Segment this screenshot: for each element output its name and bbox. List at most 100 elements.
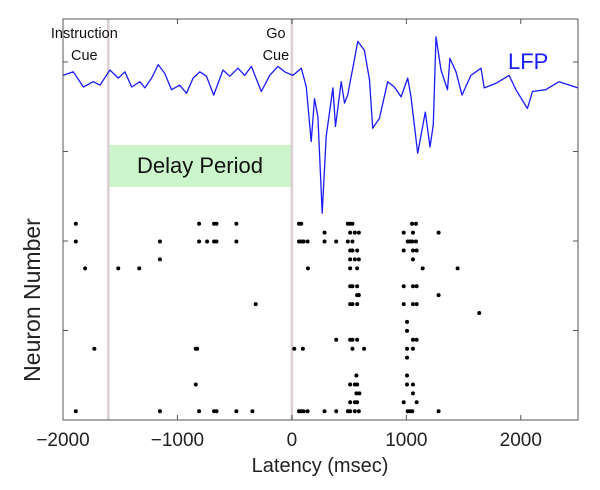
neuron-row-15 xyxy=(348,284,419,289)
spike xyxy=(401,230,406,235)
spike xyxy=(414,248,419,253)
event-label: Instruction xyxy=(51,26,118,42)
neuron-row-11 xyxy=(405,319,410,324)
spike xyxy=(157,409,162,414)
spike xyxy=(362,346,367,351)
spike xyxy=(405,373,410,378)
neuron-row-21 xyxy=(322,230,441,235)
spike xyxy=(350,337,355,342)
neuron-row-4 xyxy=(193,382,415,387)
x-axis-label: Latency (msec) xyxy=(252,455,389,477)
spike xyxy=(348,400,353,405)
spike xyxy=(405,319,410,324)
spike xyxy=(350,346,355,351)
spike xyxy=(301,409,306,414)
plot-frame xyxy=(62,18,579,421)
y-axis-label: Neuron Number xyxy=(19,218,45,382)
spike xyxy=(73,239,78,244)
spike xyxy=(334,239,339,244)
spike xyxy=(410,284,415,289)
spike xyxy=(354,373,359,378)
neuron-row-3 xyxy=(354,391,415,396)
spike xyxy=(300,346,305,351)
spike xyxy=(350,284,355,289)
spike xyxy=(352,257,357,262)
spike xyxy=(253,302,258,307)
lfp-trace xyxy=(62,36,579,214)
spike xyxy=(92,346,97,351)
spike xyxy=(414,302,419,307)
spike xyxy=(436,409,441,414)
spike xyxy=(410,382,415,387)
event-label: Cue xyxy=(263,48,290,64)
spike xyxy=(405,328,410,333)
spike xyxy=(401,248,406,253)
neuron-row-8 xyxy=(92,346,415,351)
spike xyxy=(350,221,355,226)
spike xyxy=(234,221,239,226)
spike xyxy=(305,266,310,271)
neuron-row-12 xyxy=(477,311,482,315)
spike xyxy=(195,346,200,351)
spike xyxy=(322,239,327,244)
spike xyxy=(350,248,355,253)
spike xyxy=(413,221,418,226)
neuron-row-22 xyxy=(73,221,418,226)
spike xyxy=(292,346,297,351)
spike xyxy=(205,239,210,244)
spike xyxy=(405,382,410,387)
spike xyxy=(197,239,202,244)
spike xyxy=(334,409,339,414)
spike xyxy=(410,257,415,262)
spike xyxy=(420,266,425,271)
spike xyxy=(401,400,406,405)
spike xyxy=(356,293,361,298)
spike xyxy=(348,409,353,414)
spike xyxy=(73,409,78,414)
spike xyxy=(357,391,362,396)
delay-period-label: Delay Period xyxy=(137,153,263,178)
neuron-row-9 xyxy=(334,337,419,342)
spike xyxy=(355,248,360,253)
spike xyxy=(137,266,142,271)
spike xyxy=(455,266,460,271)
event-label: Cue xyxy=(71,48,98,64)
spike xyxy=(83,266,88,271)
spike xyxy=(436,230,441,235)
spike xyxy=(410,391,415,396)
spike xyxy=(348,230,353,235)
spike xyxy=(348,257,353,262)
spike xyxy=(414,400,419,405)
x-tick-label: −1000 xyxy=(151,430,204,451)
spike xyxy=(250,409,255,414)
spike xyxy=(305,409,310,414)
spike xyxy=(345,239,350,244)
neuron-row-1 xyxy=(73,409,441,414)
neuron-row-13 xyxy=(253,302,419,307)
event-label: Go xyxy=(266,26,285,42)
spike xyxy=(197,221,202,226)
spike xyxy=(355,266,360,271)
spike xyxy=(301,239,306,244)
spike xyxy=(322,230,327,235)
neuron-row-14 xyxy=(355,293,441,298)
spike xyxy=(214,239,219,244)
neuron-row-19 xyxy=(348,248,419,253)
spike xyxy=(414,284,419,289)
spike xyxy=(355,400,360,405)
spike xyxy=(350,239,355,244)
spike xyxy=(410,239,415,244)
spike xyxy=(73,221,78,226)
spike xyxy=(214,409,219,414)
spike xyxy=(410,409,415,414)
spike xyxy=(234,239,239,244)
spike xyxy=(322,409,327,414)
x-tick-label: 0 xyxy=(287,430,298,451)
neuron-row-2 xyxy=(348,400,419,405)
neuron-row-17 xyxy=(83,266,460,271)
spike xyxy=(354,391,359,396)
spike xyxy=(350,302,355,307)
spike xyxy=(436,293,441,298)
spike xyxy=(355,382,360,387)
